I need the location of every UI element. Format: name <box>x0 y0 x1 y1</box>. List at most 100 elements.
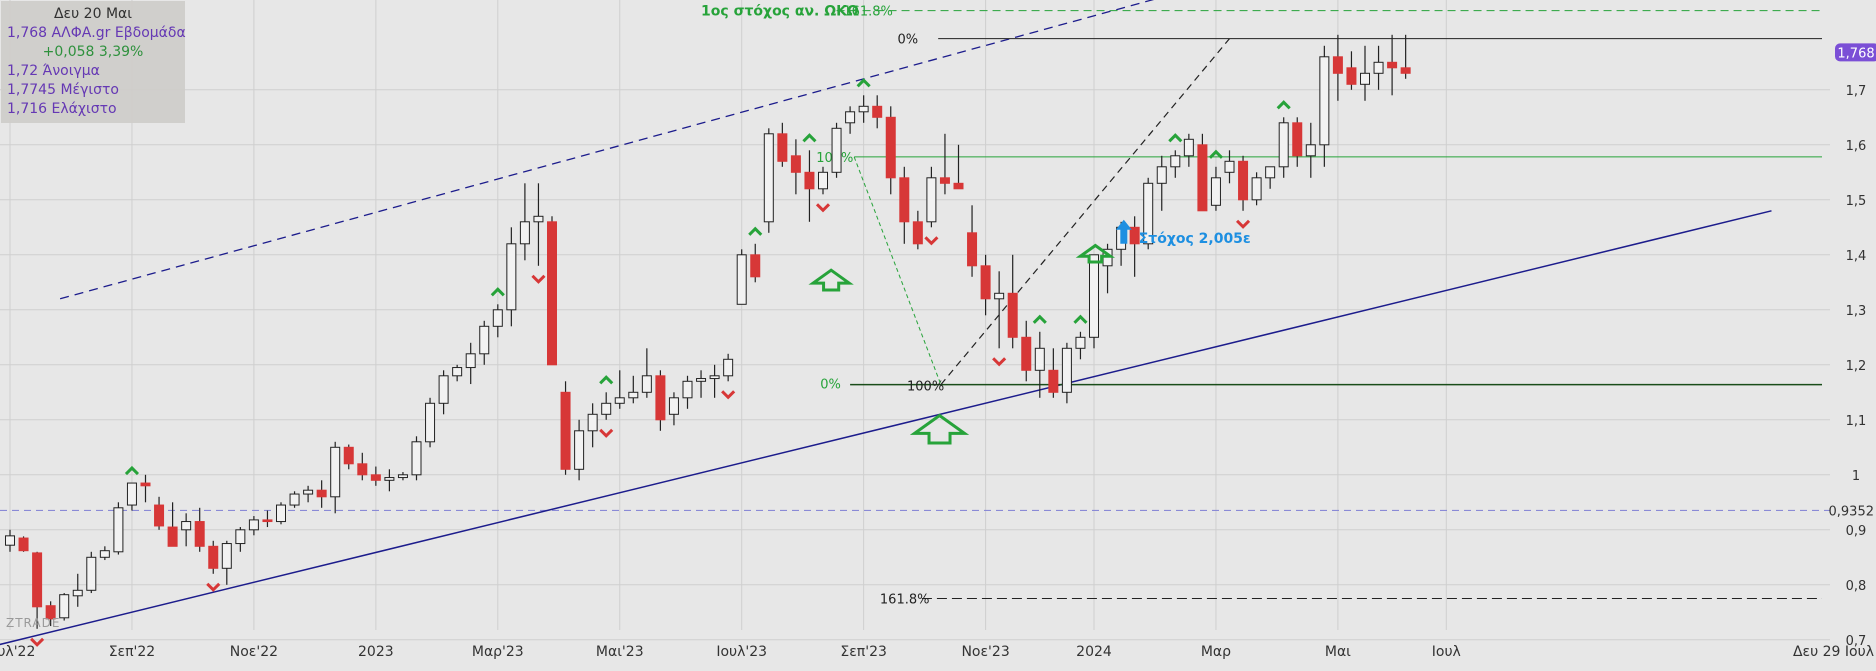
candle-body <box>397 474 408 479</box>
candle-body <box>777 133 788 162</box>
candle-body <box>1007 292 1018 338</box>
candle-body <box>709 375 720 380</box>
y-tick-label: 1,4 <box>1846 249 1867 264</box>
candle-body <box>1360 72 1370 85</box>
last-price-badge <box>1835 43 1876 62</box>
candle-body <box>533 215 544 223</box>
info-high: 1,7745 Μέγιστο <box>7 81 179 100</box>
candle-body <box>750 254 761 278</box>
x-tick-label: Μαρ <box>1201 644 1231 660</box>
candle-body <box>736 254 747 305</box>
candle-body <box>831 127 842 173</box>
candle-body <box>330 446 341 498</box>
y-tick-label: 1,3 <box>1846 304 1867 319</box>
candle-body <box>560 391 571 470</box>
candle-body <box>1170 155 1181 168</box>
candle-body <box>1305 144 1316 157</box>
candle-body <box>59 594 70 619</box>
candle-body <box>1129 226 1140 245</box>
swing-low-marker <box>1235 219 1251 229</box>
candle-body <box>1061 347 1072 393</box>
candle-body <box>99 550 110 558</box>
candle-body <box>1265 166 1276 179</box>
candle-body <box>1373 61 1384 74</box>
fib-0-mid-label: 0% <box>820 378 841 393</box>
candle-body <box>289 493 300 506</box>
candle-body <box>1089 254 1099 338</box>
candle-body <box>18 537 29 552</box>
x-tick-label: Μαι <box>1325 644 1351 660</box>
candle-body <box>519 221 530 245</box>
watermark-logo: ZTRADE <box>6 616 60 630</box>
swing-low-marker <box>531 274 546 284</box>
candle-body <box>303 489 314 495</box>
buy-arrow-sep23 <box>808 268 854 292</box>
candle-body <box>438 375 449 404</box>
target-arrow-icon <box>1115 219 1132 244</box>
candle-body <box>1278 122 1289 168</box>
candle-body <box>804 171 815 190</box>
candle-body <box>1346 67 1357 85</box>
candle-body <box>384 477 395 481</box>
info-low-value: 1,716 <box>7 101 48 117</box>
y-tick-label: 1,2 <box>1846 359 1867 374</box>
candle-body <box>967 232 978 267</box>
reference-level-label: 0,9352 <box>1829 504 1875 519</box>
candle-body <box>235 529 246 545</box>
candle-body <box>1387 61 1398 69</box>
info-symbol: ΑΛΦΑ.gr <box>51 25 111 41</box>
candle-body <box>939 177 950 184</box>
x-tick-label: 2024 <box>1076 644 1112 660</box>
candle-body <box>1332 56 1343 74</box>
fib-100-low-label: 100% <box>907 380 944 395</box>
candle-body <box>682 380 693 399</box>
info-close: 1,768 <box>7 25 48 41</box>
swing-high-marker <box>1208 149 1224 159</box>
candle-body <box>1075 336 1086 349</box>
candle-body <box>154 504 165 527</box>
candle-body <box>1183 138 1194 157</box>
candle-body <box>696 378 707 382</box>
y-tick-label: 1,5 <box>1846 194 1867 209</box>
candle-body <box>723 358 734 377</box>
candle-body <box>276 504 286 523</box>
fib-161-top-label: 161.8% <box>843 5 893 20</box>
x-tick-label: Σεπ'22 <box>109 644 156 660</box>
x-tick-label: 2023 <box>358 644 394 660</box>
candle-body <box>194 521 205 547</box>
candle-body <box>5 535 15 546</box>
ohlc-info-panel: Δευ 20 Μαι 1,768 ΑΛΦΑ.gr Εβδομάδα +0,058… <box>1 1 186 123</box>
candle-body <box>763 133 774 223</box>
x-tick-label: Νοε'22 <box>230 644 278 660</box>
x-tick-label: Νοε'23 <box>961 644 1009 660</box>
candle-body <box>248 519 259 531</box>
candle-body <box>167 526 178 547</box>
candle-body <box>465 353 476 369</box>
candle-body <box>899 177 910 223</box>
swing-high-marker <box>490 287 505 297</box>
candle-body <box>343 446 354 465</box>
candle-body <box>628 391 639 399</box>
candle-body <box>181 521 192 531</box>
fib-top-target-label: 1ος στόχος αν. ΩΚΩ <box>701 4 859 20</box>
buy-arrow-oct23 <box>909 413 970 445</box>
x-tick-label: Ιουλ'22 <box>0 644 35 660</box>
info-close-symbol: 1,768 ΑΛΦΑ.gr Εβδομάδα <box>7 24 186 43</box>
swing-high-marker <box>1168 133 1183 143</box>
candle-body <box>1292 122 1303 157</box>
swing-high-marker <box>1276 100 1291 110</box>
candle-body <box>1048 369 1059 393</box>
fib-0-top-label: 0% <box>898 33 919 48</box>
upper-trendline <box>59 0 1155 300</box>
candle-body <box>1319 56 1330 146</box>
candle-body <box>1400 67 1411 74</box>
candle-body <box>1156 166 1167 184</box>
y-tick-label: 1,6 <box>1846 139 1867 154</box>
candle-body <box>547 221 557 366</box>
target-label: Στόχος 2,005ε <box>1139 231 1251 247</box>
candle-body <box>587 413 598 432</box>
candle-body <box>641 375 652 393</box>
